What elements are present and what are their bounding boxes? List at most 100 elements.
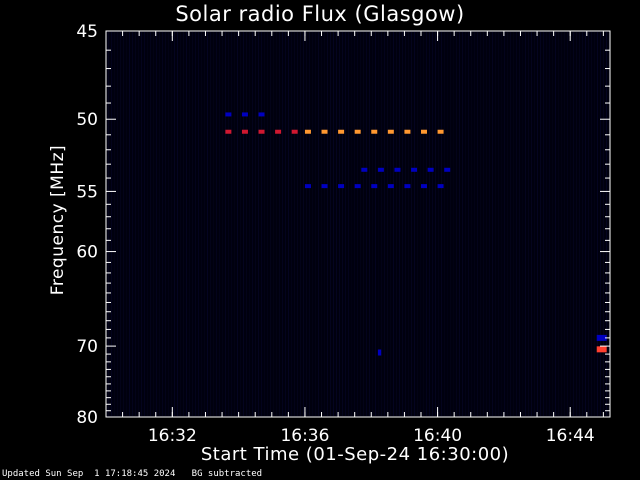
background-streak bbox=[153, 32, 154, 416]
background-streak bbox=[174, 32, 175, 416]
plot-frame bbox=[105, 30, 611, 418]
background-streak bbox=[375, 32, 376, 416]
blue-dashes-54.6mhz-dash bbox=[338, 184, 345, 189]
background-streak bbox=[135, 32, 136, 416]
background-streak bbox=[303, 32, 304, 416]
background-streak bbox=[336, 32, 337, 416]
background-streak bbox=[477, 32, 478, 416]
orange-dashes-51mhz-dash bbox=[437, 129, 444, 134]
background-streak bbox=[507, 32, 508, 416]
background-streak bbox=[189, 32, 190, 416]
blue-dashes-53.4mhz-dash bbox=[444, 167, 451, 172]
background-streak bbox=[120, 32, 121, 416]
background-streak bbox=[522, 32, 523, 416]
x-axis-label: Start Time (01-Sep-24 16:30:00) bbox=[200, 444, 510, 465]
background-streak bbox=[150, 32, 151, 416]
background-streak bbox=[156, 32, 157, 416]
background-streak bbox=[528, 32, 529, 416]
background-streak bbox=[186, 32, 187, 416]
blue-dashes-53.4mhz-dash bbox=[394, 167, 401, 172]
blue-dashes-53.4mhz-dash bbox=[411, 167, 418, 172]
background-streak bbox=[294, 32, 295, 416]
background-streak bbox=[462, 32, 463, 416]
background-streak bbox=[312, 32, 313, 416]
background-streak bbox=[255, 32, 256, 416]
background-streak bbox=[252, 32, 253, 416]
blue-dashes-49.7mhz-dash bbox=[225, 112, 232, 117]
background-streak bbox=[444, 32, 445, 416]
blue-mark-69mhz bbox=[596, 334, 607, 341]
background-streak bbox=[495, 32, 496, 416]
background-streak bbox=[408, 32, 409, 416]
background-streak bbox=[279, 32, 280, 416]
background-streak bbox=[480, 32, 481, 416]
background-streak bbox=[591, 32, 592, 416]
background-streak bbox=[267, 32, 268, 416]
background-streak bbox=[594, 32, 595, 416]
background-streak bbox=[543, 32, 544, 416]
background-streak bbox=[504, 32, 505, 416]
background-streak bbox=[519, 32, 520, 416]
background-streak bbox=[546, 32, 547, 416]
background-streak bbox=[423, 32, 424, 416]
background-streak bbox=[144, 32, 145, 416]
background-streak bbox=[576, 32, 577, 416]
background-streak bbox=[441, 32, 442, 416]
background-streak bbox=[534, 32, 535, 416]
background-streak bbox=[570, 32, 571, 416]
background-streak bbox=[171, 32, 172, 416]
background-streak bbox=[582, 32, 583, 416]
background-streak bbox=[318, 32, 319, 416]
background-streak bbox=[351, 32, 352, 416]
background-streak bbox=[243, 32, 244, 416]
background-streak bbox=[537, 32, 538, 416]
background-streak bbox=[381, 32, 382, 416]
blue-dashes-54.6mhz-dash bbox=[437, 184, 444, 189]
background-streak bbox=[417, 32, 418, 416]
background-streak bbox=[114, 32, 115, 416]
background-streak bbox=[306, 32, 307, 416]
background-streak bbox=[240, 32, 241, 416]
background-streak bbox=[531, 32, 532, 416]
background-streak bbox=[198, 32, 199, 416]
background-streak bbox=[273, 32, 274, 416]
background-streak bbox=[234, 32, 235, 416]
background-streak bbox=[597, 32, 598, 416]
background-streak bbox=[435, 32, 436, 416]
background-streak bbox=[606, 32, 607, 416]
background-streak bbox=[162, 32, 163, 416]
background-streak bbox=[237, 32, 238, 416]
background-streak bbox=[126, 32, 127, 416]
x-tick-label: 16:36 bbox=[280, 426, 329, 446]
background-streak bbox=[213, 32, 214, 416]
background-streak bbox=[246, 32, 247, 416]
background-streak bbox=[159, 32, 160, 416]
orange-dashes-51mhz-dash bbox=[304, 129, 311, 134]
x-tick-label: 16:44 bbox=[546, 426, 595, 446]
orange-dashes-51mhz-dash bbox=[354, 129, 361, 134]
background-streak bbox=[192, 32, 193, 416]
background-streak bbox=[249, 32, 250, 416]
background-streak bbox=[492, 32, 493, 416]
y-tick-label: 70 bbox=[76, 337, 98, 357]
background-streak bbox=[600, 32, 601, 416]
background-streaks bbox=[108, 32, 607, 416]
red-mark-70.4mhz bbox=[596, 346, 607, 353]
red-dashes-51mhz-dash bbox=[258, 129, 265, 134]
background-streak bbox=[465, 32, 466, 416]
footer-status: Updated Sun Sep 1 17:18:45 2024 BG subtr… bbox=[2, 469, 262, 479]
background-streak bbox=[471, 32, 472, 416]
orange-dashes-51mhz-dash bbox=[338, 129, 345, 134]
blue-dashes-54.6mhz-dash bbox=[354, 184, 361, 189]
background-streak bbox=[288, 32, 289, 416]
background-streak bbox=[330, 32, 331, 416]
background-streak bbox=[558, 32, 559, 416]
background-streak bbox=[390, 32, 391, 416]
background-streak bbox=[216, 32, 217, 416]
background-streak bbox=[348, 32, 349, 416]
blue-dashes-54.6mhz-dash bbox=[387, 184, 394, 189]
background-streak bbox=[429, 32, 430, 416]
background-streak bbox=[426, 32, 427, 416]
background-streak bbox=[486, 32, 487, 416]
y-tick-label: 50 bbox=[76, 110, 98, 130]
